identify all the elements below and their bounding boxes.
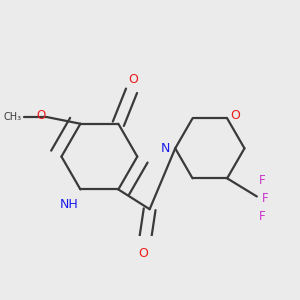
- Text: O: O: [138, 247, 148, 260]
- Text: F: F: [259, 210, 265, 223]
- Text: O: O: [230, 109, 240, 122]
- Text: O: O: [37, 109, 46, 122]
- Text: N: N: [161, 142, 170, 155]
- Text: O: O: [128, 73, 138, 86]
- Text: F: F: [259, 174, 265, 187]
- Text: CH₃: CH₃: [4, 112, 22, 122]
- Text: NH: NH: [59, 198, 78, 211]
- Text: F: F: [262, 192, 268, 205]
